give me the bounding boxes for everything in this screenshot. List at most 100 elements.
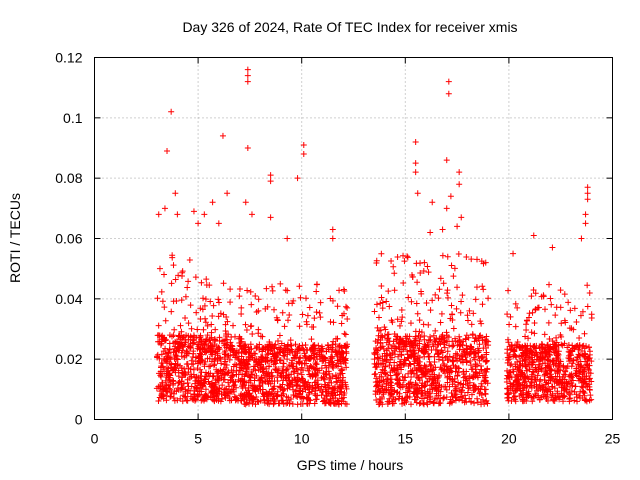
y-tick-label: 0.08 <box>55 170 82 186</box>
data-point <box>412 160 419 167</box>
data-point <box>412 342 419 349</box>
data-point <box>477 318 484 325</box>
data-point <box>533 366 540 373</box>
data-point <box>549 392 556 399</box>
y-tick-label: 0.1 <box>63 110 83 126</box>
data-point <box>340 286 347 293</box>
data-point <box>384 376 391 383</box>
data-point <box>424 263 431 270</box>
data-point <box>529 359 536 366</box>
data-point <box>155 398 162 405</box>
data-point <box>563 365 570 372</box>
data-point <box>342 344 349 351</box>
data-point <box>550 376 557 383</box>
data-point <box>444 353 451 360</box>
data-point <box>302 295 309 302</box>
data-point <box>521 357 528 364</box>
data-point <box>378 250 385 257</box>
data-point <box>244 366 251 373</box>
data-point <box>416 338 423 345</box>
data-point <box>566 396 573 403</box>
data-point <box>188 371 195 378</box>
data-point <box>154 295 161 302</box>
data-point <box>529 398 536 405</box>
data-point <box>383 298 390 305</box>
data-point <box>437 400 444 407</box>
data-point <box>206 355 213 362</box>
data-point <box>339 370 346 377</box>
data-point <box>413 399 420 406</box>
data-point <box>470 373 477 380</box>
data-point <box>269 283 276 290</box>
data-point <box>586 344 593 351</box>
data-point <box>274 316 281 323</box>
data-point <box>373 383 380 390</box>
data-point <box>197 359 204 366</box>
data-point <box>334 303 341 310</box>
data-point <box>180 334 187 341</box>
data-point <box>250 396 257 403</box>
data-point <box>212 348 219 355</box>
data-point <box>554 352 561 359</box>
data-point <box>375 336 382 343</box>
data-point <box>557 358 564 365</box>
data-point <box>482 390 489 397</box>
data-point <box>264 358 271 365</box>
data-point <box>163 364 170 371</box>
data-point <box>514 338 521 345</box>
data-point <box>546 336 553 343</box>
data-point <box>233 384 240 391</box>
data-point <box>528 329 535 336</box>
data-point <box>531 320 538 327</box>
data-point <box>400 252 407 259</box>
data-point <box>547 367 554 374</box>
data-point <box>195 392 202 399</box>
data-points <box>153 66 595 408</box>
data-point <box>175 367 182 374</box>
data-point <box>254 344 261 351</box>
data-point <box>252 363 259 370</box>
data-point <box>250 350 257 357</box>
data-point <box>416 317 423 324</box>
data-point <box>228 342 235 349</box>
data-point <box>302 386 309 393</box>
data-point <box>394 376 401 383</box>
data-point <box>159 336 166 343</box>
data-point <box>430 332 437 339</box>
data-point <box>561 340 568 347</box>
data-point <box>512 387 519 394</box>
data-point <box>173 352 180 359</box>
data-point <box>415 375 422 382</box>
data-point <box>565 299 572 306</box>
data-point <box>340 354 347 361</box>
data-point <box>260 355 267 362</box>
data-point <box>203 348 210 355</box>
data-point <box>227 286 234 293</box>
data-point <box>477 362 484 369</box>
data-point <box>388 317 395 324</box>
data-point <box>185 278 192 285</box>
data-point <box>253 359 260 366</box>
data-point <box>394 316 401 323</box>
data-point <box>444 332 451 339</box>
data-point <box>581 392 588 399</box>
data-point <box>225 390 232 397</box>
data-point <box>470 346 477 353</box>
data-point <box>552 312 559 319</box>
data-point <box>281 386 288 393</box>
data-point <box>422 365 429 372</box>
data-point <box>445 90 452 97</box>
data-point <box>391 287 398 294</box>
data-point <box>584 196 591 203</box>
data-point <box>514 366 521 373</box>
data-point <box>290 386 297 393</box>
data-point <box>476 357 483 364</box>
data-point <box>157 364 164 371</box>
data-point <box>296 283 303 290</box>
data-point <box>382 371 389 378</box>
data-point <box>458 298 465 305</box>
data-point <box>512 398 519 405</box>
data-point <box>568 325 575 332</box>
data-point <box>170 378 177 385</box>
data-point <box>195 220 202 227</box>
